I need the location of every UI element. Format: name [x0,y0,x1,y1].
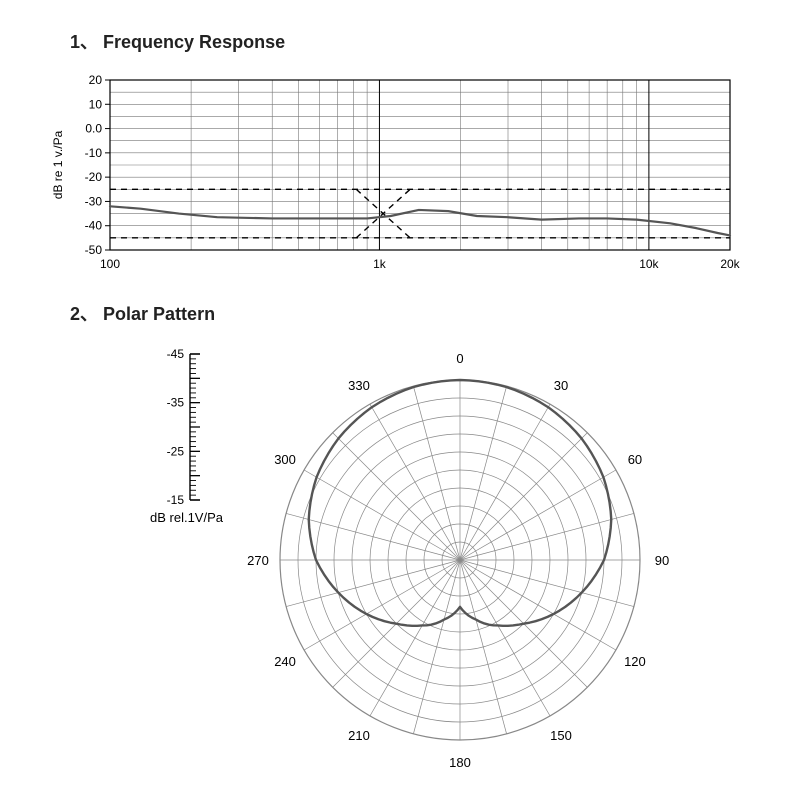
svg-text:150: 150 [550,728,572,743]
polar-pattern-chart: 0 30 60 90 120 150 180 210 240 270 300 330 -45 -35 -25… [100,330,720,790]
svg-text:1k: 1k [373,257,387,271]
svg-text:dB rel.1V/Pa: dB rel.1V/Pa [150,510,224,525]
svg-text:60: 60 [628,452,642,467]
svg-text:0: 0 [456,351,463,366]
svg-text:100: 100 [100,257,120,271]
svg-text:0.0: 0.0 [85,122,102,136]
svg-text:20k: 20k [720,257,740,271]
svg-text:-20: -20 [85,170,103,184]
svg-text:120: 120 [624,654,646,669]
svg-text:20: 20 [89,73,103,87]
svg-text:-30: -30 [85,194,103,208]
section2-number: 2、 [70,304,98,324]
svg-text:240: 240 [274,654,296,669]
svg-text:-15: -15 [167,493,185,507]
svg-text:-25: -25 [167,444,185,458]
svg-text:90: 90 [655,553,669,568]
section1-number: 1、 [70,32,98,52]
svg-text:180: 180 [449,755,471,770]
svg-text:10: 10 [89,97,103,111]
frequency-response-chart: 20 10 0.0 -10 -20 -30 -40 -50100 1k 10k 20k dB re 1… [40,70,740,280]
svg-text:210: 210 [348,728,370,743]
svg-text:30: 30 [554,378,568,393]
svg-text:10k: 10k [639,257,659,271]
svg-text:330: 330 [348,378,370,393]
section1-title: Frequency Response [103,32,285,52]
section2-heading: 2、 Polar Pattern [70,300,215,326]
section2-title: Polar Pattern [103,304,215,324]
svg-text:-35: -35 [167,396,185,410]
svg-text:-50: -50 [85,243,103,257]
svg-text:270: 270 [247,553,269,568]
section1-heading: 1、 Frequency Response [70,28,285,54]
svg-text:-10: -10 [85,146,103,160]
svg-text:-45: -45 [167,347,185,361]
svg-text:300: 300 [274,452,296,467]
svg-text:dB re 1 v./Pa: dB re 1 v./Pa [51,130,65,199]
svg-text:-40: -40 [85,219,103,233]
